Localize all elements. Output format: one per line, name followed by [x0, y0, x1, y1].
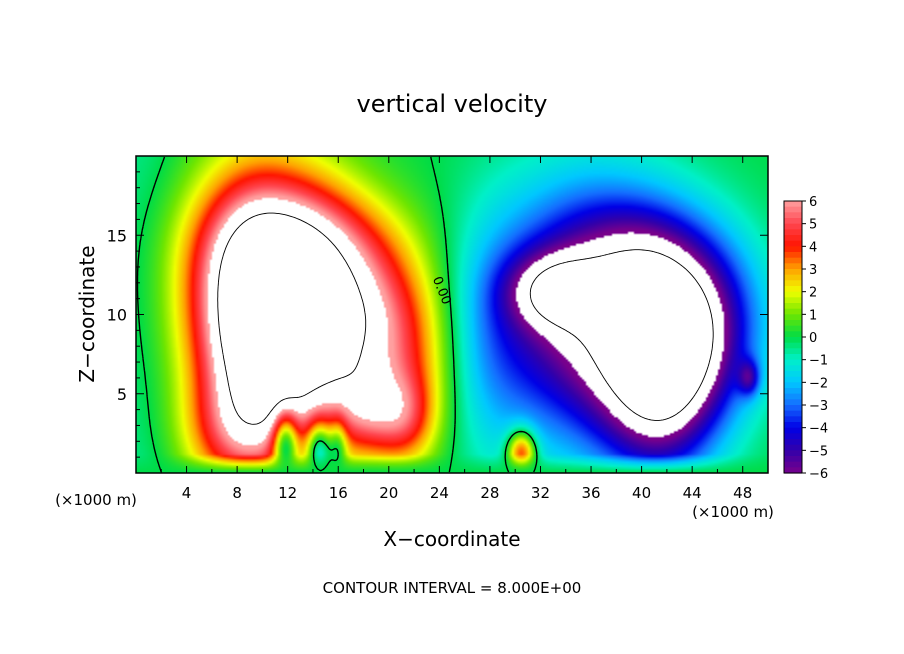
- colorbar-cell: [784, 444, 802, 451]
- colorbar-cell: [784, 320, 802, 327]
- colorbar-cell: [784, 246, 802, 253]
- colorbar-cell: [784, 235, 802, 242]
- colorbar-cell: [784, 286, 802, 293]
- x-tick-label: 12: [278, 484, 297, 502]
- x-tick-label: 4: [182, 484, 192, 502]
- colorbar-cell: [784, 291, 802, 298]
- y-axis-ticks: 5 10 15: [107, 171, 768, 458]
- x-tick-label: 36: [581, 484, 600, 502]
- colorbar-cell: [784, 388, 802, 395]
- colorbar-cell: [784, 206, 802, 213]
- colorbar-tick-label: −2: [809, 376, 828, 391]
- colorbar-cell: [784, 405, 802, 412]
- colorbar-cell: [784, 376, 802, 383]
- colorbar: 6 5 4 3 2 1 0 −1 −2 −3 −4 −5 −6: [783, 195, 828, 482]
- colorbar-cell: [784, 257, 802, 264]
- colorbar-tick-label: 0: [809, 331, 817, 346]
- x-tick-label: 28: [480, 484, 499, 502]
- colorbar-cell: [784, 325, 802, 332]
- colorbar-cell: [784, 280, 802, 287]
- colorbar-tick-label: 3: [809, 263, 817, 278]
- neg-contour-path: [529, 249, 714, 421]
- colorbar-cell: [784, 269, 802, 276]
- colorbar-cell: [784, 212, 802, 219]
- colorbar-cells: [784, 201, 802, 474]
- positive-contour-line: [217, 212, 367, 425]
- colorbar-cell: [784, 201, 802, 208]
- y-tick-label: 15: [107, 226, 127, 245]
- colorbar-cell: [784, 240, 802, 247]
- colorbar-tick-labels: 6 5 4 3 2 1 0 −1 −2 −3 −4 −5 −6: [802, 195, 828, 482]
- x-unit-right: (×1000 m): [692, 503, 774, 521]
- colorbar-tick-label: 2: [809, 286, 817, 301]
- y-axis-label: Z−coordinate: [75, 245, 99, 382]
- colorbar-tick-label: −1: [809, 354, 828, 369]
- colorbar-cell: [784, 399, 802, 406]
- x-unit-left: (×1000 m): [55, 491, 137, 509]
- y-tick-label: 10: [107, 306, 127, 325]
- colorbar-tick-label: −5: [809, 444, 828, 459]
- colorbar-cell: [784, 416, 802, 423]
- x-tick-label: 48: [733, 484, 752, 502]
- colorbar-cell: [784, 365, 802, 372]
- colorbar-cell: [784, 348, 802, 355]
- x-axis-ticks: 4 8 12 16 20 24 28 32 36 40 44 48: [160, 156, 752, 502]
- colorbar-cell: [784, 427, 802, 434]
- colorbar-cell: [784, 263, 802, 270]
- x-tick-label: 16: [329, 484, 348, 502]
- colorbar-cell: [784, 223, 802, 230]
- colorbar-tick-label: 6: [809, 195, 817, 210]
- colorbar-cell: [784, 331, 802, 338]
- colorbar-cell: [784, 252, 802, 259]
- y-tick-label: 5: [117, 385, 127, 404]
- colorbar-cell: [784, 461, 802, 468]
- colorbar-cell: [784, 410, 802, 417]
- colorbar-cell: [784, 303, 802, 310]
- colorbar-cell: [784, 297, 802, 304]
- velocity-field: [136, 156, 768, 473]
- colorbar-cell: [784, 433, 802, 440]
- x-tick-label: 32: [531, 484, 550, 502]
- colorbar-cell: [784, 308, 802, 315]
- colorbar-cell: [784, 422, 802, 429]
- colorbar-tick-label: 5: [809, 218, 817, 233]
- colorbar-cell: [784, 456, 802, 463]
- colorbar-cell: [784, 359, 802, 366]
- x-tick-label: 40: [632, 484, 651, 502]
- colorbar-tick-label: −3: [809, 399, 828, 414]
- x-axis-label: X−coordinate: [383, 527, 520, 551]
- x-tick-label: 44: [683, 484, 702, 502]
- zero-contour-line: [136, 156, 538, 473]
- colorbar-tick-label: −6: [809, 467, 828, 482]
- colorbar-cell: [784, 450, 802, 457]
- colorbar-cell: [784, 439, 802, 446]
- colorbar-cell: [784, 393, 802, 400]
- colorbar-cell: [784, 314, 802, 321]
- chart-title: vertical velocity: [357, 90, 548, 118]
- pos-contour-path: [217, 212, 367, 425]
- x-tick-label: 24: [430, 484, 449, 502]
- colorbar-tick-label: 4: [809, 240, 817, 255]
- colorbar-cell: [784, 229, 802, 236]
- colorbar-cell: [784, 218, 802, 225]
- colorbar-tick-label: 1: [809, 308, 817, 323]
- x-tick-label: 20: [379, 484, 398, 502]
- colorbar-cell: [784, 371, 802, 378]
- x-tick-label: 8: [232, 484, 242, 502]
- colorbar-cell: [784, 382, 802, 389]
- negative-contour-line: [529, 249, 714, 421]
- colorbar-cell: [784, 354, 802, 361]
- colorbar-cell: [784, 337, 802, 344]
- colorbar-cell: [784, 342, 802, 349]
- colorbar-cell: [784, 274, 802, 281]
- colorbar-cell: [784, 467, 802, 474]
- colorbar-tick-label: −4: [809, 422, 828, 437]
- contour-interval-footer: CONTOUR INTERVAL = 8.000E+00: [323, 579, 582, 597]
- zero-contour-path: [136, 156, 538, 473]
